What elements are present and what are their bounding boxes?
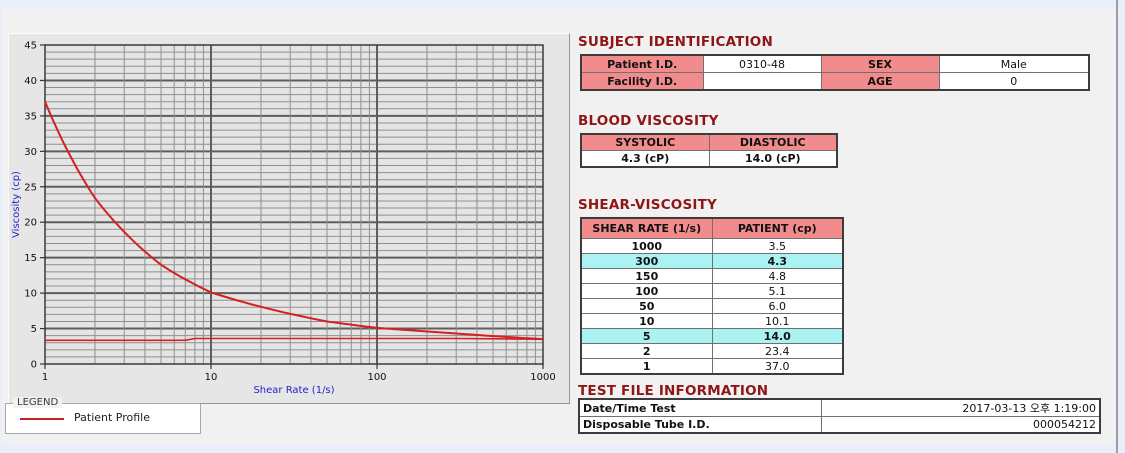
patient-viscosity-cell: 23.4: [711, 343, 844, 359]
patient-viscosity-cell: 37.0: [711, 358, 844, 375]
table-row: Disposable Tube I.D. 000054212: [578, 416, 1101, 434]
patient-viscosity-cell: 4.8: [711, 268, 844, 284]
svg-text:40: 40: [24, 76, 37, 87]
legend-title: LEGEND: [13, 397, 63, 408]
report-content-area: 0 5 10 15 20 25 30 35 40 45 1 10 100 1000 Shear Rate (…: [2, 9, 1115, 445]
viscosity-shear-chart: 0 5 10 15 20 25 30 35 40 45 1 10 100 1000 Shear Rate (…: [11, 41, 556, 397]
svg-text:Shear Rate (1/s): Shear Rate (1/s): [253, 385, 334, 396]
disposable-tube-id-value: 000054212: [820, 416, 1101, 434]
table-row: 1000 3.5: [580, 238, 844, 254]
window-border-line: [1116, 0, 1118, 453]
svg-text:Viscosity (cp): Viscosity (cp): [11, 171, 22, 238]
shear-rate-cell: 50: [580, 298, 713, 314]
shear-table-body: 1000 3.5 300 4.3 150 4.8 100 5.1 50 6.0 10 10.1 5 14.…: [580, 238, 844, 375]
systolic-value: 4.3 (cP): [580, 150, 710, 168]
svg-text:1: 1: [42, 372, 48, 383]
shear-rate-cell: 100: [580, 283, 713, 299]
svg-text:35: 35: [24, 111, 37, 122]
svg-text:25: 25: [24, 182, 37, 193]
patient-viscosity-cell: 14.0: [711, 328, 844, 344]
facility-id-value: [702, 72, 822, 91]
legend-box: LEGEND Patient Profile: [5, 397, 201, 434]
table-row: Date/Time Test 2017-03-13 오후 1:19:00: [578, 398, 1101, 417]
age-label: AGE: [820, 72, 940, 91]
viscosity-chart-panel: 0 5 10 15 20 25 30 35 40 45 1 10 100 1000 Shear Rate (…: [8, 33, 570, 404]
subject-identification-title: SUBJECT IDENTIFICATION: [578, 34, 773, 50]
svg-text:10: 10: [24, 289, 37, 300]
legend-entry-label: Patient Profile: [74, 411, 151, 424]
patient-profile-line-swatch: [20, 418, 64, 420]
sex-value: Male: [938, 54, 1090, 73]
patient-viscosity-cell: 10.1: [711, 313, 844, 329]
svg-text:0: 0: [31, 360, 37, 371]
svg-text:10: 10: [205, 372, 218, 383]
shear-rate-header: SHEAR RATE (1/s): [580, 217, 713, 239]
systolic-header: SYSTOLIC: [580, 133, 710, 151]
svg-text:100: 100: [367, 372, 386, 383]
blood-viscosity-table: SYSTOLIC DIASTOLIC 4.3 (cP) 14.0 (cP): [580, 133, 838, 168]
shear-rate-cell: 1: [580, 358, 713, 375]
shear-rate-cell: 150: [580, 268, 713, 284]
patient-viscosity-cell: 6.0: [711, 298, 844, 314]
table-row: 10 10.1: [580, 313, 844, 329]
patient-id-label: Patient I.D.: [580, 54, 704, 73]
test-file-information-title: TEST FILE INFORMATION: [578, 383, 769, 399]
table-row: 2 23.4: [580, 343, 844, 359]
table-row: 150 4.8: [580, 268, 844, 284]
age-value: 0: [938, 72, 1090, 91]
table-row: 50 6.0: [580, 298, 844, 314]
shear-rate-cell: 300: [580, 253, 713, 269]
patient-viscosity-cell: 5.1: [711, 283, 844, 299]
patient-viscosity-cell: 3.5: [711, 238, 844, 254]
diastolic-value: 14.0 (cP): [708, 150, 838, 168]
table-row: 1 37.0: [580, 358, 844, 375]
date-time-test-value: 2017-03-13 오후 1:19:00: [820, 398, 1101, 417]
table-row: SYSTOLIC DIASTOLIC: [580, 133, 838, 151]
svg-text:30: 30: [24, 147, 37, 158]
patient-id-value: 0310-48: [702, 54, 822, 73]
table-row: 300 4.3: [580, 253, 844, 269]
shear-viscosity-title: SHEAR-VISCOSITY: [578, 197, 718, 213]
shear-rate-cell: 1000: [580, 238, 713, 254]
shear-viscosity-table: SHEAR RATE (1/s) PATIENT (cp) 1000 3.5 300…: [580, 217, 844, 375]
svg-text:15: 15: [24, 253, 37, 264]
test-file-information-table: Date/Time Test 2017-03-13 오후 1:19:00 Dis…: [578, 398, 1101, 434]
disposable-tube-id-label: Disposable Tube I.D.: [578, 416, 822, 434]
svg-text:45: 45: [24, 41, 37, 52]
table-row: 4.3 (cP) 14.0 (cP): [580, 150, 838, 168]
table-row: Facility I.D. AGE 0: [580, 72, 1090, 91]
table-row: 100 5.1: [580, 283, 844, 299]
sex-label: SEX: [820, 54, 940, 73]
subject-identification-table: Patient I.D. 0310-48 SEX Male Facility I…: [580, 54, 1090, 91]
svg-text:5: 5: [31, 324, 37, 335]
table-row: 5 14.0: [580, 328, 844, 344]
svg-text:1000: 1000: [530, 372, 555, 383]
patient-cp-header: PATIENT (cp): [711, 217, 844, 239]
shear-rate-cell: 5: [580, 328, 713, 344]
shear-rate-cell: 2: [580, 343, 713, 359]
svg-text:20: 20: [24, 218, 37, 229]
facility-id-label: Facility I.D.: [580, 72, 704, 91]
table-row: Patient I.D. 0310-48 SEX Male: [580, 54, 1090, 73]
patient-viscosity-cell: 4.3: [711, 253, 844, 269]
blood-viscosity-title: BLOOD VISCOSITY: [578, 113, 719, 129]
date-time-test-label: Date/Time Test: [578, 398, 822, 417]
shear-rate-cell: 10: [580, 313, 713, 329]
table-header-row: SHEAR RATE (1/s) PATIENT (cp): [580, 217, 844, 239]
diastolic-header: DIASTOLIC: [708, 133, 838, 151]
